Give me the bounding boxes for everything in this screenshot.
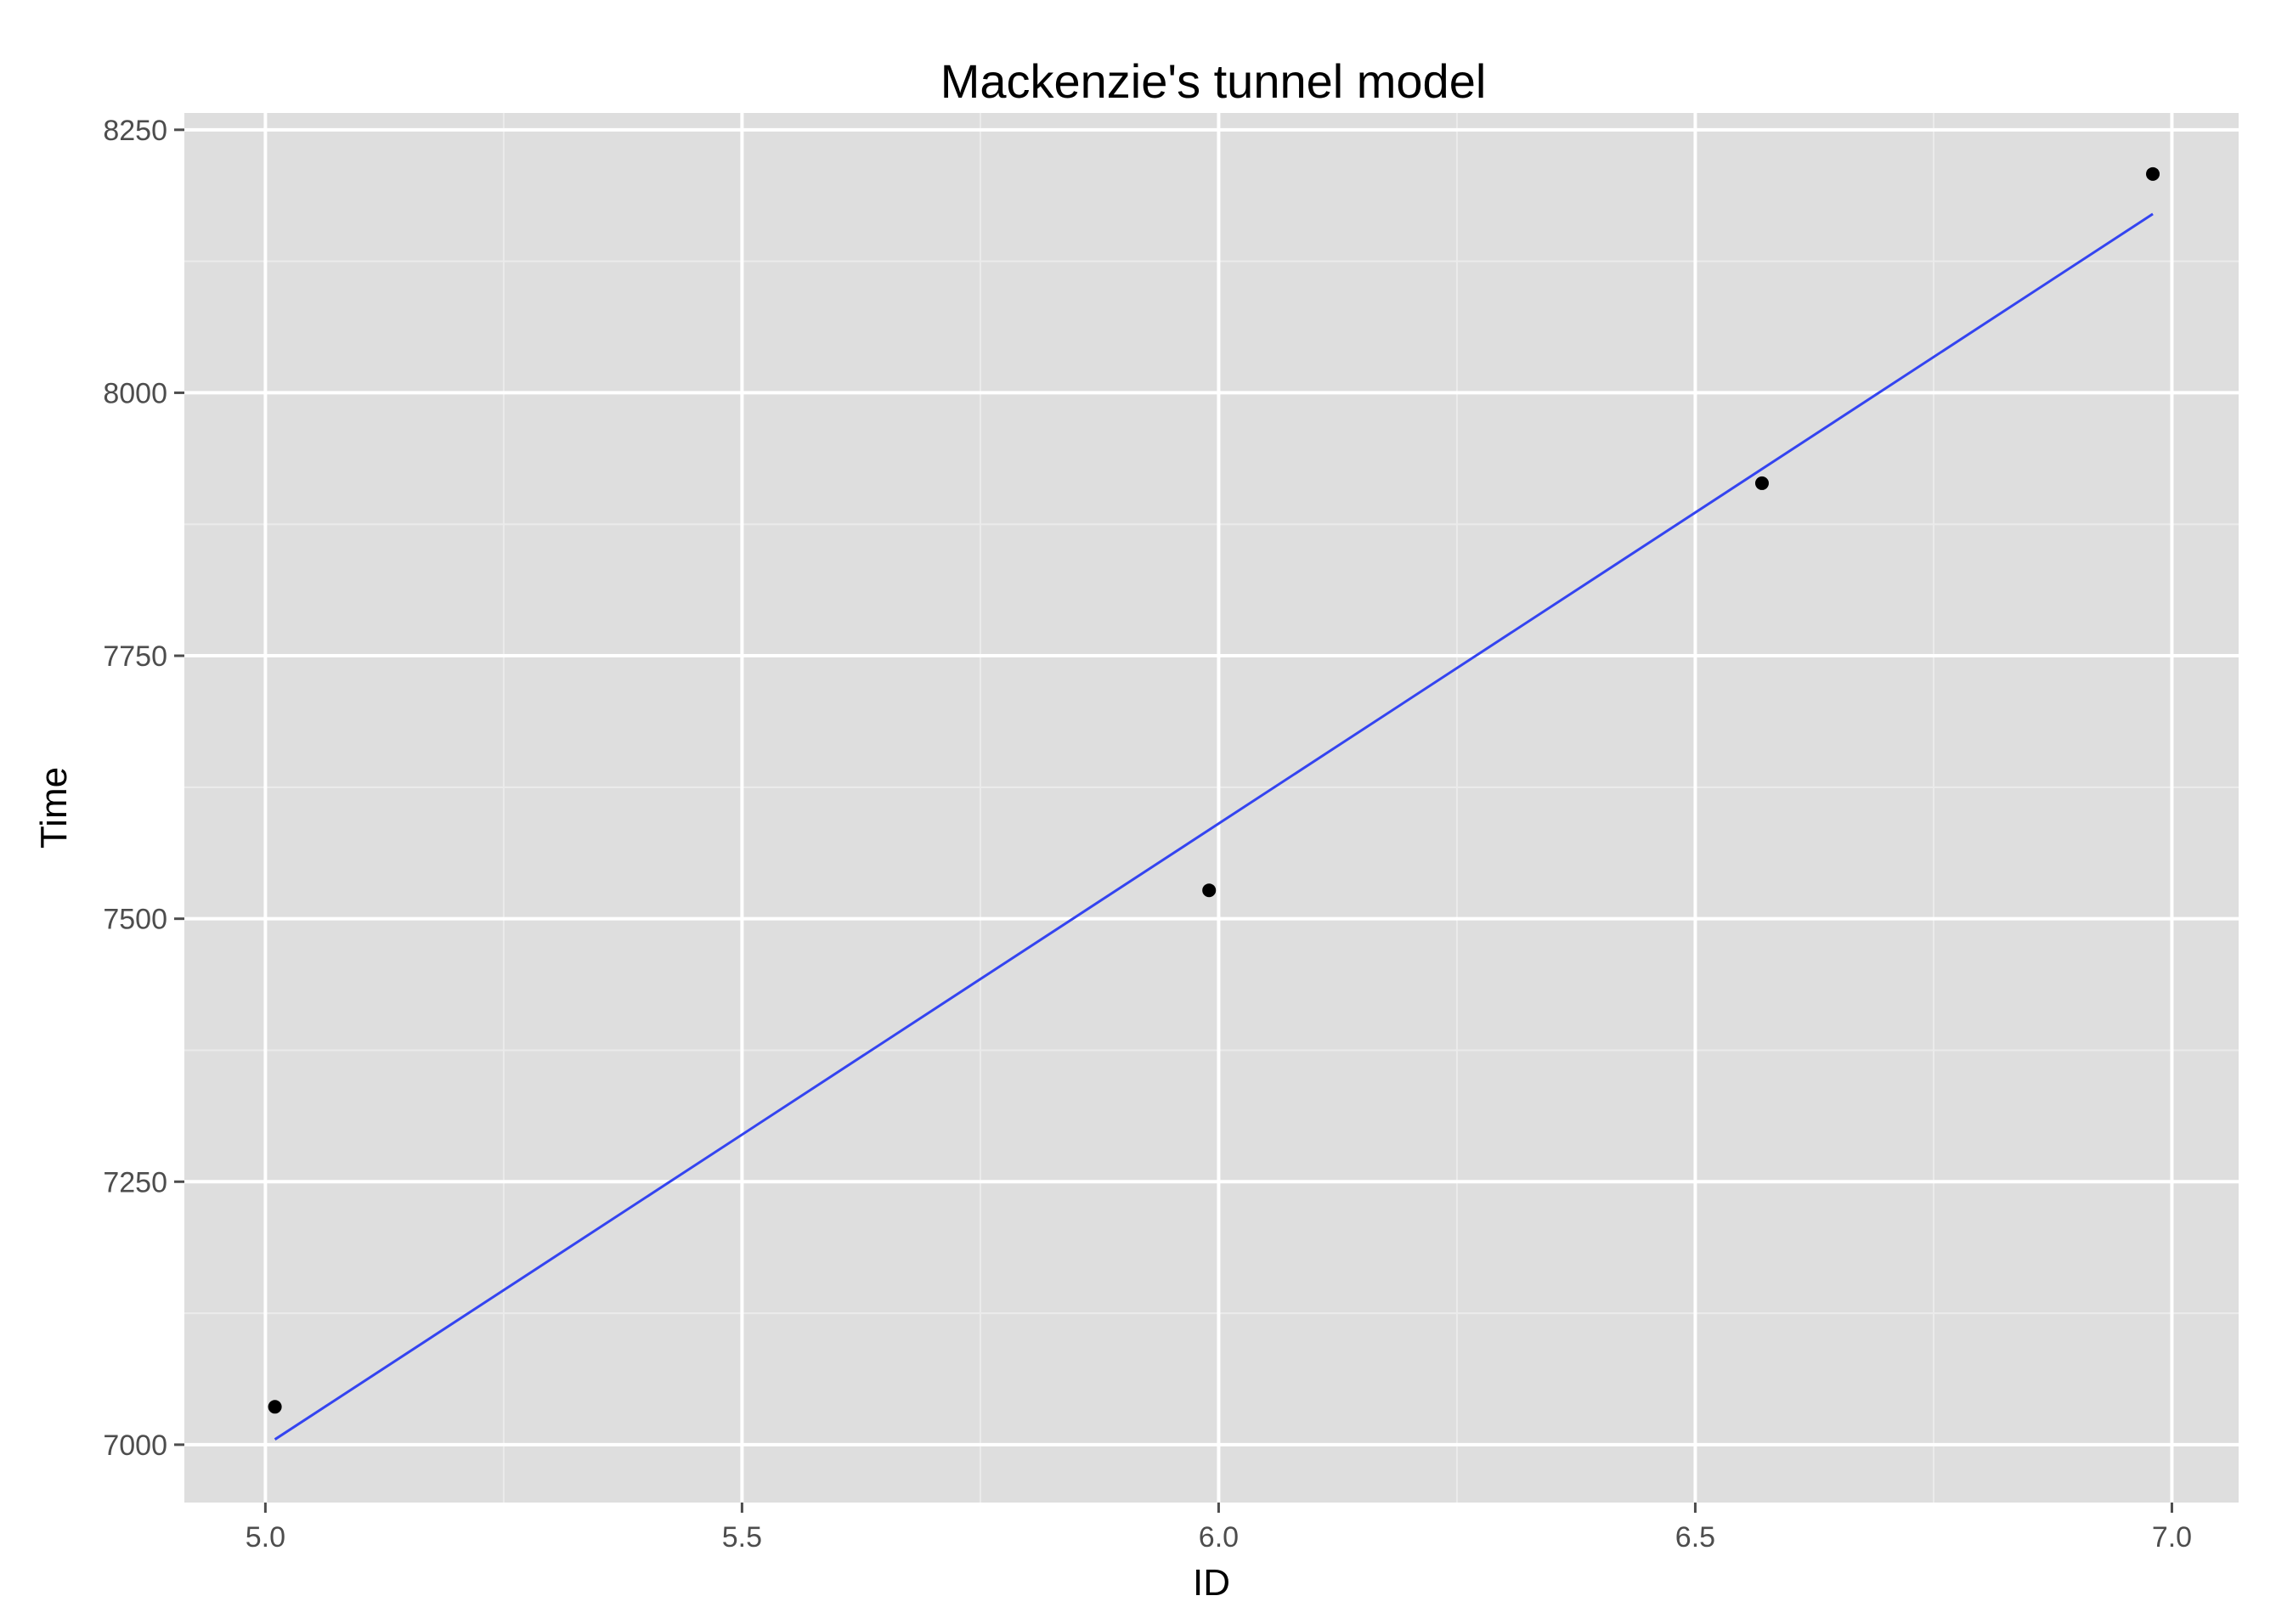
data-point (1202, 883, 1217, 898)
y-tick-label: 7250 (103, 1166, 167, 1198)
fit-line (274, 212, 2154, 1441)
x-axis-title: ID (1193, 1562, 1230, 1604)
data-point (268, 1400, 282, 1414)
y-tick-label: 7000 (103, 1429, 167, 1462)
y-tick-label: 7500 (103, 904, 167, 936)
data-marks (268, 166, 2160, 1441)
axis-ticks: 5.0 5.5 6.0 6.5 7.0 7000 7250 7500 7750 8000 8250 (103, 115, 2192, 1554)
x-tick-label: 5.5 (722, 1521, 762, 1554)
x-tick-label: 6.5 (1675, 1521, 1715, 1554)
x-tick-label: 5.0 (246, 1521, 285, 1554)
plot-panel (184, 113, 2239, 1503)
x-tick-label: 6.0 (1199, 1521, 1239, 1554)
y-tick-label: 8250 (103, 115, 167, 147)
y-axis-title: Time (33, 767, 75, 849)
chart-title: Mackenzie's tunnel model (940, 54, 1487, 108)
y-tick-label: 8000 (103, 377, 167, 409)
x-tick-label: 7.0 (2152, 1521, 2192, 1554)
data-point (1754, 476, 1769, 490)
data-point (2146, 166, 2160, 181)
y-tick-label: 7750 (103, 640, 167, 673)
grid-lines (184, 113, 2239, 1503)
